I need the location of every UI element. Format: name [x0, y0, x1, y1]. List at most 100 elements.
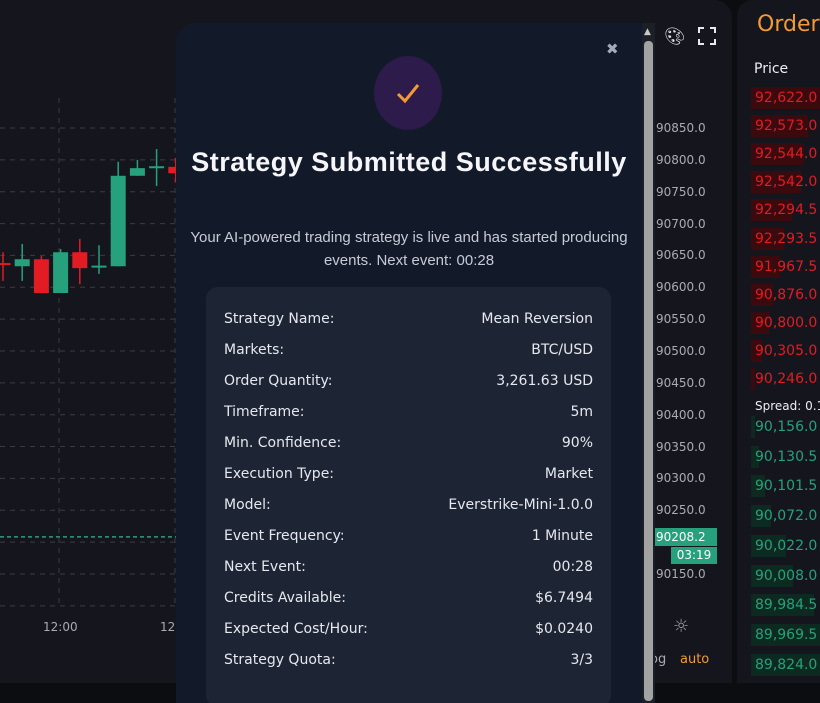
- ask-row[interactable]: 92,573.0: [751, 115, 818, 138]
- detail-row: Expected Cost/Hour: $0.0240: [224, 613, 593, 644]
- depth-bar: [751, 143, 805, 166]
- order-book-panel: Order Price 92,622.0 92,573.0 92,544.0 92,5…: [737, 0, 820, 683]
- detail-label: Model:: [224, 496, 271, 513]
- ask-row[interactable]: 91,967.5: [751, 255, 817, 278]
- ask-price: 92,544.0: [755, 146, 818, 163]
- bid-row[interactable]: 89,969.5: [751, 623, 820, 646]
- ask-price: 92,293.5: [755, 230, 818, 247]
- bid-price: 90,022.0: [755, 537, 818, 554]
- depth-bar: [751, 594, 814, 617]
- candle-body: [91, 265, 107, 268]
- detail-value: 00:28: [552, 558, 593, 575]
- bid-row[interactable]: 89,824.0: [751, 653, 820, 676]
- bid-price: 90,101.5: [755, 478, 818, 495]
- depth-bar: [751, 171, 802, 194]
- scroll-thumb[interactable]: [644, 41, 653, 701]
- ask-row[interactable]: 90,800.0: [751, 311, 818, 334]
- detail-label: Strategy Quota:: [224, 651, 336, 668]
- scrollbar[interactable]: ▲: [642, 23, 655, 703]
- ask-row[interactable]: 90,305.0: [751, 339, 817, 362]
- bid-price: 90,008.0: [755, 567, 818, 584]
- bid-price: 90,072.0: [755, 508, 818, 525]
- palette-icon[interactable]: 🎨︎: [664, 27, 686, 47]
- auto-toggle[interactable]: auto: [680, 652, 710, 667]
- detail-row: Min. Confidence: 90%: [224, 427, 593, 458]
- sun-icon[interactable]: ☼: [673, 616, 690, 637]
- ask-row[interactable]: 92,622.0: [751, 87, 820, 109]
- price-axis-label: 90600.0: [656, 280, 706, 295]
- detail-value: 3,261.63 USD: [496, 372, 593, 389]
- strategy-success-modal: ✖ Strategy Submitted Successfully Your A…: [176, 23, 655, 703]
- price-axis-label: 90650.0: [656, 248, 706, 263]
- detail-value: BTC/USD: [531, 341, 593, 358]
- ask-price: 90,800.0: [755, 314, 818, 331]
- ask-row[interactable]: 90,876.0: [751, 283, 817, 306]
- candle-body: [33, 259, 49, 294]
- price-axis-label: 90500.0: [656, 343, 706, 358]
- candle-body: [110, 175, 126, 267]
- price-axis-label: 90250.0: [656, 503, 706, 518]
- depth-bar: [751, 199, 792, 222]
- depth-bar: [751, 311, 770, 334]
- detail-value: Mean Reversion: [481, 310, 593, 327]
- ask-price: 92,622.0: [755, 90, 818, 106]
- depth-bar: [751, 653, 820, 676]
- fullscreen-icon[interactable]: [698, 27, 716, 50]
- detail-label: Execution Type:: [224, 465, 335, 482]
- price-column-header: Price: [754, 61, 789, 77]
- candle-body: [14, 259, 30, 267]
- candle-countdown: 03:19: [671, 547, 717, 564]
- ask-row[interactable]: 92,294.5: [751, 199, 817, 222]
- price-axis-label: 90350.0: [656, 439, 706, 454]
- bid-price: 89,984.5: [755, 597, 818, 614]
- ask-row[interactable]: 92,544.0: [751, 143, 818, 166]
- bid-row[interactable]: 90,022.0: [751, 534, 818, 557]
- bid-row[interactable]: 90,072.0: [751, 505, 818, 528]
- price-axis-label: 90400.0: [656, 407, 706, 422]
- success-check-icon: [374, 56, 442, 130]
- ask-price: 92,542.0: [755, 174, 818, 191]
- detail-label: Min. Confidence:: [224, 434, 342, 451]
- detail-label: Credits Available:: [224, 589, 346, 606]
- ask-row[interactable]: 92,542.0: [751, 171, 818, 194]
- time-label: 12:: [160, 620, 180, 634]
- close-icon[interactable]: ✖: [606, 40, 619, 58]
- detail-value: $6.7494: [535, 589, 593, 606]
- modal-subtitle: Your AI-powered trading strategy is live…: [190, 229, 628, 269]
- detail-label: Expected Cost/Hour:: [224, 620, 368, 637]
- depth-bar: [751, 339, 763, 362]
- ask-price: 90,246.0: [755, 371, 818, 387]
- detail-value: 90%: [561, 434, 593, 451]
- price-axis-label: 90800.0: [656, 152, 706, 167]
- candle-body: [0, 263, 11, 266]
- depth-bar: [751, 87, 820, 109]
- spread: Spread: 0.1: [755, 399, 820, 413]
- price-axis-label: 90550.0: [656, 312, 706, 327]
- depth-bar: [751, 227, 784, 250]
- detail-label: Markets:: [224, 341, 285, 358]
- last-price-label: 90208.2: [655, 528, 717, 546]
- bid-price: 89,824.0: [755, 656, 818, 673]
- detail-value: 1 Minute: [531, 527, 593, 544]
- bid-row[interactable]: 89,984.5: [751, 594, 818, 617]
- ask-row[interactable]: 90,246.0: [751, 368, 817, 390]
- candle-body: [53, 252, 69, 294]
- candle-body: [149, 166, 165, 169]
- depth-bar: [751, 564, 793, 587]
- bid-row[interactable]: 90,130.5: [751, 445, 817, 468]
- depth-bar: [751, 445, 760, 468]
- detail-label: Event Frequency:: [224, 527, 345, 544]
- bid-row[interactable]: 90,008.0: [751, 564, 818, 587]
- bid-row[interactable]: 90,156.0: [751, 416, 817, 438]
- ask-row[interactable]: 92,293.5: [751, 227, 818, 250]
- scroll-up-arrow-icon[interactable]: ▲: [644, 27, 651, 37]
- price-axis-label: 90150.0: [656, 566, 706, 581]
- depth-bar: [751, 475, 765, 498]
- bid-row[interactable]: 90,101.5: [751, 475, 818, 498]
- detail-row: Next Event: 00:28: [224, 551, 593, 582]
- ask-price: 92,573.0: [755, 118, 818, 135]
- detail-label: Next Event:: [224, 558, 306, 575]
- detail-row: Strategy Name: Mean Reversion: [224, 303, 593, 334]
- detail-value: 3/3: [570, 651, 593, 668]
- depth-bar: [751, 115, 809, 138]
